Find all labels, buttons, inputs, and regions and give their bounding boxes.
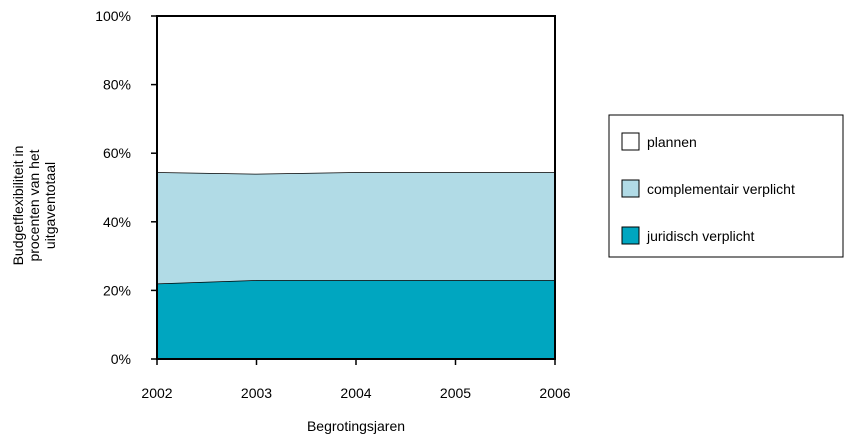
x-tick-label: 2004 <box>340 385 371 401</box>
x-tick-label: 2003 <box>241 385 272 401</box>
area-juridisch-verplicht <box>157 280 555 359</box>
area-plannen <box>157 16 555 174</box>
y-tick-label: 20% <box>103 282 131 298</box>
area-complementair-verplicht <box>157 172 555 284</box>
x-axis-title: Begrotingsjaren <box>307 418 405 434</box>
area-layer <box>156 16 555 359</box>
y-axis-title-line: Budgetflexibiliteit in <box>10 146 26 266</box>
x-tick-label: 2006 <box>539 385 570 401</box>
x-tick-label: 2002 <box>141 385 172 401</box>
y-tick-label: 40% <box>103 214 131 230</box>
legend-swatch-plannen <box>621 132 640 151</box>
x-tick-label: 2005 <box>440 385 471 401</box>
y-tick-label: 100% <box>95 8 131 24</box>
y-axis-title: Budgetflexibiliteit inprocenten van hetu… <box>10 146 58 266</box>
legend-swatch-complementair-verplicht <box>621 179 640 198</box>
legend-swatch-juridisch-verplicht <box>621 226 640 245</box>
y-tick-label: 60% <box>103 145 131 161</box>
legend-label-complementair-verplicht: complementair verplicht <box>647 181 795 197</box>
x-axis-ticks: 2002 2003 2004 2005 2006 <box>141 359 571 401</box>
y-axis-title-line: procenten van het <box>26 149 42 261</box>
y-axis-title-line: uitgaventotaal <box>42 162 58 249</box>
y-tick-label: 0% <box>111 351 131 367</box>
y-axis-ticks: 0% 20% 40% 60% 80% 100% <box>95 8 157 367</box>
y-tick-label: 80% <box>103 77 131 93</box>
legend-label-plannen: plannen <box>647 134 697 150</box>
legend-label-juridisch-verplicht: juridisch verplicht <box>646 228 754 244</box>
legend-box <box>608 114 844 258</box>
legend: plannen complementair verplicht juridisch … <box>608 114 844 258</box>
